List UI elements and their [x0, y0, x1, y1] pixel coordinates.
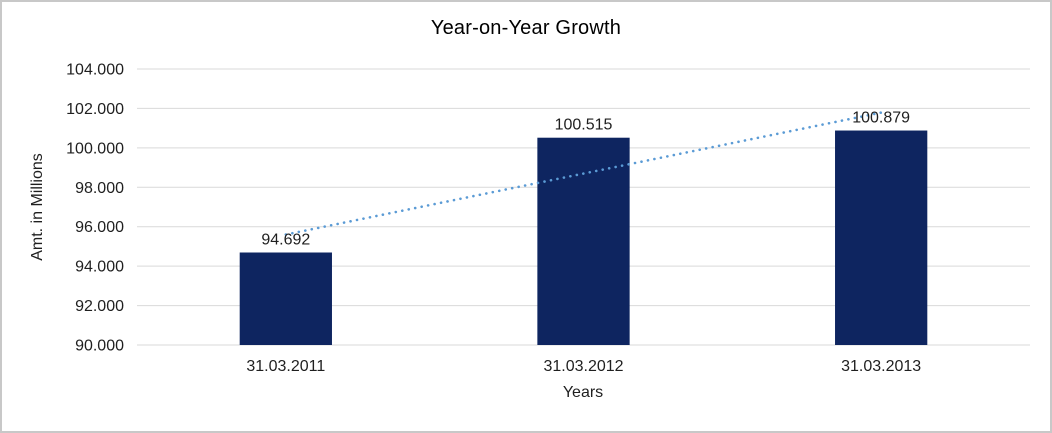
- y-tick-label: 94.000: [75, 259, 124, 276]
- y-tick-label: 104.000: [66, 62, 124, 79]
- x-tick-label: 31.03.2012: [543, 358, 623, 375]
- y-tick-label: 90.000: [75, 338, 124, 355]
- bar-31.03.2011: [239, 252, 332, 345]
- y-tick-label: 92.000: [75, 298, 124, 315]
- y-tick-label: 102.000: [66, 101, 124, 118]
- bar-31.03.2013: [835, 130, 928, 345]
- x-axis-title: Years: [562, 384, 604, 401]
- x-tick-label: 31.03.2013: [841, 358, 921, 375]
- y-tick-label: 98.000: [75, 180, 124, 197]
- y-tick-label: 100.000: [66, 140, 124, 157]
- chart-title: Year-on-Year Growth: [430, 17, 622, 39]
- x-tick-label: 31.03.2011: [246, 358, 325, 375]
- bar-31.03.2012: [537, 137, 630, 345]
- bar-data-label: 100.879: [852, 110, 910, 127]
- linear-trendline: [284, 111, 883, 236]
- y-tick-label: 96.000: [75, 219, 124, 236]
- bar-data-label: 94.692: [261, 232, 310, 249]
- bar-data-label: 100.515: [555, 117, 613, 134]
